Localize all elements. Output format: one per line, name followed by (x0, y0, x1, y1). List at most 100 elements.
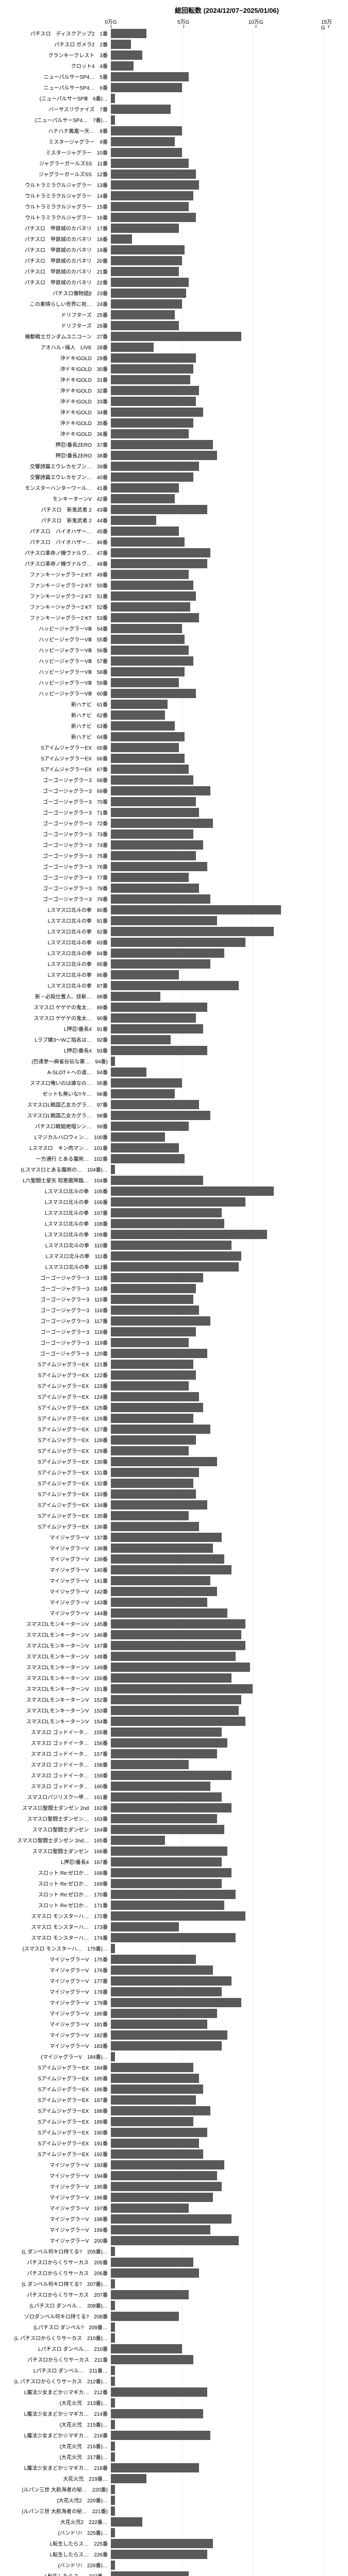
bar-label: Lスマスロ北斗の拳 111番 (0, 1252, 111, 1260)
bar-row: スマスロバジリスク～甲… 161番 (0, 1791, 343, 1802)
bar-track (111, 1306, 338, 1315)
bar-track (111, 1846, 338, 1856)
bar-label: マイジャグラーV 197番 (0, 2204, 111, 2212)
chart-title: 総回転数 (2024/12/07~2025/01/06) (0, 5, 343, 15)
bar (111, 1576, 210, 1585)
bar-row: (L パチスロからくりサーカス 212番)… (0, 2376, 343, 2386)
bar-label: パチスロからくりサーカス 205番 (0, 2258, 111, 2266)
bar-row: Lスマスロ北斗の拳 108番 (0, 1218, 343, 1229)
bar-row: スマスロ モンスターハ… 173番 (0, 1921, 343, 1932)
bar-track (111, 2139, 338, 2148)
bar-row: スロット Re:ゼロか… 169番 (0, 1878, 343, 1889)
bar-track (111, 2117, 338, 2126)
bar (111, 170, 196, 179)
bar (111, 72, 189, 81)
bar-row: マイジャグラーV 195番 (0, 2181, 343, 2192)
bar-label: ハッピージャグラーVⅢ 59番 (0, 679, 111, 686)
bar (111, 1868, 231, 1877)
bar-track (111, 1284, 338, 1293)
bar-row: ゴーゴージャグラー3 116番 (0, 1304, 343, 1315)
bar-track (111, 602, 338, 612)
bar-track (111, 1717, 338, 1726)
bar-track (111, 1760, 338, 1769)
bar (111, 2020, 207, 2029)
bar (111, 840, 203, 850)
bar-track (111, 667, 338, 676)
bar (111, 959, 210, 969)
bar-row: Lスマスロ北斗の拳 111番 (0, 1250, 343, 1261)
bar-track (111, 1111, 338, 1120)
bar-row: ニューパルサーSP4… 6番 (0, 82, 343, 93)
bar-label: SアイムジャグラーEX 185番 (0, 2074, 111, 2082)
bar-row: マイジャグラーV 143番 (0, 1597, 343, 1607)
bar-row: L転生したらス… 226番 (0, 2549, 343, 2560)
bar-row: (L ダンベル何キロ持てる? 205番)… (0, 2246, 343, 2257)
bar-row: ゴーゴージャグラー3 118番 (0, 1326, 343, 1337)
bar (111, 1976, 231, 1986)
bar-track (111, 1403, 338, 1412)
bar-row: ウルトラミラクルジャグラー 15番 (0, 201, 343, 212)
bar-label: モンキーターンV 42番 (0, 495, 111, 502)
bar-track (111, 494, 338, 503)
bar-row: ゴーゴージャグラー3 68番 (0, 774, 343, 785)
bar-track (111, 267, 338, 276)
bar-track (111, 970, 338, 979)
bar-row: この素晴らしい世界に祝… 24番 (0, 298, 343, 309)
bar-track (111, 1349, 338, 1358)
bar-row: マイジャグラーV 144番 (0, 1607, 343, 1618)
bar-row: Lスマスロ北斗の拳 87番 (0, 980, 343, 991)
bar-label: スロット Re:ゼロか… 170番 (0, 1890, 111, 1898)
bar (111, 386, 199, 395)
bar-row: (巴達参～麻雀谷伝な薬… 94番) (0, 1056, 343, 1066)
bar-label: スマスロ ゴッドイータ… 160番 (0, 1782, 111, 1790)
bar (111, 884, 199, 893)
bar-label: (ニューパルサーSPⅢ 6番)… (0, 94, 111, 102)
bar (111, 1100, 199, 1109)
bar (111, 1933, 236, 1942)
bar (111, 505, 207, 514)
bar-label: SアイムジャグラーEX 126番 (0, 1414, 111, 1422)
bar-label: 機動戦士ガンダムユニコーン 27番 (0, 332, 111, 340)
bar-track (111, 1533, 338, 1542)
bar-row: マイジャグラーV 176番 (0, 1964, 343, 1975)
bar-track (111, 2344, 338, 2353)
bar-label: ファンキージャグラー2 KT 50番 (0, 581, 111, 589)
bar-row: パチスロ 甲鉄城のカバネリ 17番 (0, 223, 343, 233)
bar (111, 2355, 193, 2364)
bar (111, 1836, 165, 1845)
bar (111, 1489, 196, 1499)
bar-track (111, 2355, 338, 2364)
bar-track (111, 299, 338, 309)
bar-track (111, 1554, 338, 1564)
bar (111, 148, 182, 157)
bar (111, 2496, 115, 2505)
bar-track (111, 2409, 338, 2418)
bar-label: SアイムジャグラーEX 184番 (0, 2063, 111, 2071)
bar (111, 2420, 115, 2429)
bar (111, 1749, 217, 1758)
bar-label: スマスロL戦国乙女カグラ… 97番 (0, 1100, 111, 1108)
bar (111, 700, 168, 709)
bar-label: マイジャグラーV 141番 (0, 1577, 111, 1584)
bar-label: パチスロ バイオハザー… 46番 (0, 538, 111, 546)
bar-track (111, 765, 338, 774)
bar-label: ミスタージャグラー 9番 (0, 138, 111, 145)
bar-row: パチスロからくりサーカス 205番 (0, 2257, 343, 2267)
bar-track (111, 2041, 338, 2050)
bar-row: マイジャグラーV 139番 (0, 1553, 343, 1564)
axis-tick-label: 0万G (105, 18, 117, 25)
bar-track (111, 2301, 338, 2310)
bar-row: Lスマスロ北斗の拳 83番 (0, 937, 343, 947)
bar-label: SアイムジャグラーEX 121番 (0, 1360, 111, 1368)
bar-track (111, 289, 338, 298)
bar (111, 2128, 207, 2137)
bar-label: L魔法少女まどか☆マギカ… 218番 (0, 2464, 111, 2471)
bar-row: 機動戦士ガンダムユニコーン 27番 (0, 331, 343, 342)
bar (111, 40, 131, 49)
bar-label: (L ダンベル何キロ持てる? 207番)… (0, 2280, 111, 2287)
bar (111, 527, 179, 536)
bar-row: 新・必殺仕置人、技斬… 88番 (0, 991, 343, 1002)
bar-row: ゴーゴージャグラー3 73番 (0, 828, 343, 839)
bar (111, 2463, 199, 2472)
bar-label: マイジャグラーV 144番 (0, 1609, 111, 1617)
